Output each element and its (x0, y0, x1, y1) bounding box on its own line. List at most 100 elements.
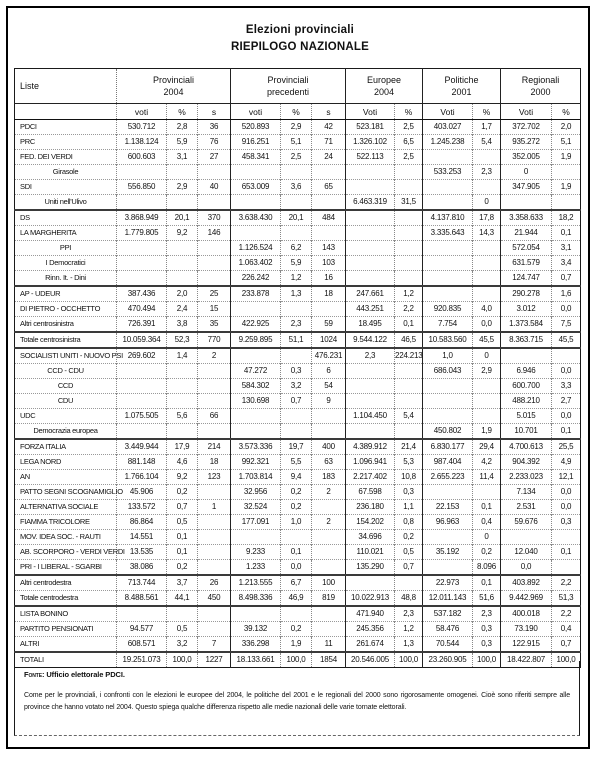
table-row: FORZA ITALIA 3.449.944 17,9 214 3.573.336 19,… (14, 438, 581, 455)
value-cell: 0,1 (472, 499, 501, 515)
value-cell: 100,0 (394, 651, 423, 668)
value-cell: 1,9 (551, 149, 581, 165)
value-cell: 935.272 (500, 134, 552, 150)
value-cell: 1,9 (551, 179, 581, 195)
value-cell: 686.043 (422, 363, 473, 379)
value-cell (472, 393, 501, 409)
value-cell: 40 (196, 179, 231, 195)
value-cell: 4,0 (472, 301, 501, 317)
value-cell (345, 378, 395, 394)
value-cell: 556.850 (116, 179, 167, 195)
value-cell: 0,0 (472, 316, 501, 332)
value-cell (422, 484, 473, 500)
value-cell: 916.251 (230, 134, 281, 150)
value-cell: 1.233 (230, 559, 281, 575)
value-cell: 4.700.613 (500, 438, 552, 455)
list-label: PATTO SEGNI SCOGNAMIGLIO (14, 484, 123, 500)
footer-note: Come per le provinciali, i confronti con… (24, 692, 570, 711)
table-row: ALTERNATIVA SOCIALE 133.572 0,7 1 32.524 0,2 2… (14, 499, 581, 515)
value-cell: 0 (472, 347, 501, 364)
list-label: PARTITO PENSIONATI (14, 621, 117, 637)
value-cell: 904.392 (500, 454, 552, 470)
value-cell: 17,8 (472, 209, 501, 226)
value-cell (196, 514, 231, 530)
value-cell (472, 149, 501, 165)
value-cell (230, 529, 281, 545)
value-cell: 247.661 (345, 285, 395, 302)
value-cell (116, 270, 167, 286)
value-cell: 608.571 (116, 636, 167, 652)
value-cell (311, 301, 346, 317)
table-row: CDU 130.698 0,7 9 488.210 2,7 (14, 393, 581, 409)
value-cell (280, 164, 312, 180)
value-cell: 6,7 (280, 574, 312, 591)
value-cell (345, 225, 395, 241)
value-cell: 6 (311, 363, 346, 379)
value-cell (311, 529, 346, 545)
value-cell: 0,2 (472, 544, 501, 560)
value-cell (311, 499, 346, 515)
list-label: Totale centrosinistra (14, 331, 117, 348)
value-cell: 2,3 (394, 605, 423, 622)
column-group-politiche-2001: Politiche 2001 (422, 68, 501, 104)
table-row: FIAMMA TRICOLORE 86.864 0,5 177.091 1,0 2 154.… (14, 514, 581, 530)
value-cell (500, 529, 552, 545)
value-cell: 47.272 (230, 363, 281, 379)
value-cell: 0 (472, 529, 501, 545)
value-cell: 523.181 (345, 119, 395, 135)
footer-source-label: Fonte: (24, 670, 45, 679)
value-cell (311, 408, 346, 424)
value-cell: 470.494 (116, 301, 167, 317)
value-cell: 1227 (196, 651, 231, 668)
value-cell (196, 544, 231, 560)
table-row: SDI 556.850 2,9 40 653.009 3,6 65 347.905 1,9 (14, 179, 581, 195)
value-cell: 0,1 (472, 574, 501, 591)
value-cell: 2.217.402 (345, 469, 395, 485)
value-cell: 22.973 (422, 574, 473, 591)
value-cell: 2,0 (166, 285, 198, 302)
value-cell: 819 (311, 590, 346, 606)
value-cell: 0,2 (166, 484, 198, 500)
value-cell: 44,1 (166, 590, 198, 606)
value-cell: 20,1 (280, 209, 312, 226)
value-cell: 881.148 (116, 454, 167, 470)
value-cell: 0,2 (166, 559, 198, 575)
table-row: ALTRI 608.571 3,2 7 336.298 1,9 11 261.674 1,3 70… (14, 636, 581, 652)
value-cell: 59.676 (500, 514, 552, 530)
value-cell: 2 (311, 514, 346, 530)
value-cell (394, 240, 423, 256)
column-header-liste: Liste (14, 68, 117, 104)
list-label: UDC (14, 408, 117, 424)
value-cell (166, 240, 198, 256)
value-cell (116, 393, 167, 409)
value-cell: 0,2 (280, 621, 312, 637)
value-cell (551, 347, 581, 364)
value-cell: 32.956 (230, 484, 281, 500)
list-label: PRC (14, 134, 117, 150)
value-cell: 6,2 (280, 240, 312, 256)
value-cell: 2 (196, 347, 231, 364)
table-row: Totale centrosinistra 10.059.364 52,3 770 9.… (14, 331, 581, 348)
value-cell: 10,8 (394, 469, 423, 485)
table-row: DI PIETRO - OCCHETTO 470.494 2,4 15 443.251 2… (14, 301, 581, 317)
value-cell: 7.134 (500, 484, 552, 500)
value-cell: 0,0 (280, 559, 312, 575)
table-row: Democrazia europea 450.802 1,9 10.701 0,1 (14, 423, 581, 439)
value-cell: 177.091 (230, 514, 281, 530)
value-cell: 0 (500, 164, 552, 180)
value-cell: 46,9 (280, 590, 312, 606)
value-cell: 135.290 (345, 559, 395, 575)
value-cell (230, 164, 281, 180)
value-cell: 16 (311, 270, 346, 286)
value-cell (394, 164, 423, 180)
value-cell: 1,2 (394, 621, 423, 637)
value-cell (116, 423, 167, 439)
value-cell: 403.027 (422, 119, 473, 135)
value-cell: 19,7 (280, 438, 312, 455)
value-cell (472, 255, 501, 271)
value-cell: 3,3 (551, 378, 581, 394)
value-cell: 5,6 (166, 408, 198, 424)
value-cell: 471.940 (345, 605, 395, 622)
value-cell: 3,6 (280, 179, 312, 195)
value-cell (116, 164, 167, 180)
